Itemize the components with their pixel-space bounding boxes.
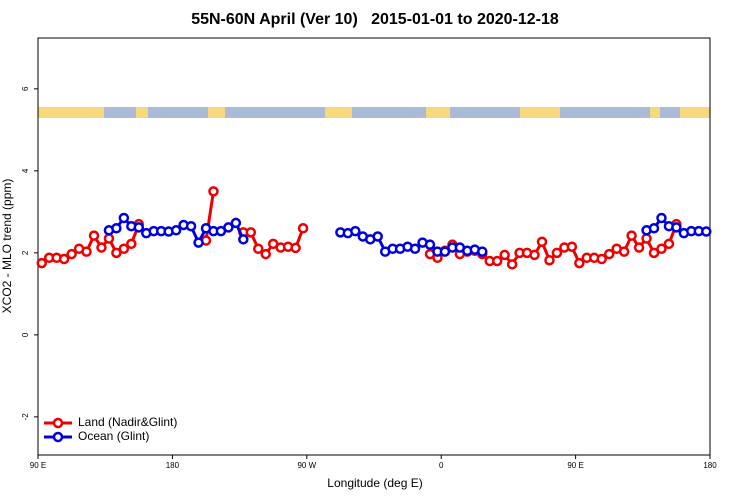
data-point: [350, 225, 361, 237]
data-point: [491, 255, 503, 267]
data-point: [596, 253, 607, 265]
y-tick-label: -2: [21, 413, 30, 421]
y-tick-label: 2: [21, 250, 30, 255]
data-point: [297, 223, 309, 234]
chart-title: 55N-60N April (Ver 10) 2015-01-01 to 202…: [191, 11, 559, 28]
data-point: [506, 259, 518, 270]
data-point: [260, 248, 271, 260]
data-point: [96, 242, 107, 253]
data-point: [88, 230, 100, 241]
data-point: [663, 238, 675, 250]
x-tick-label: 0: [439, 461, 444, 470]
legend-marker: [52, 431, 64, 443]
data-point: [133, 222, 145, 233]
x-tick-label: 180: [166, 461, 180, 470]
plot-frame: [37, 37, 711, 456]
data-point: [574, 257, 585, 269]
data-point: [111, 247, 122, 259]
data-point: [58, 253, 70, 265]
data-point: [566, 241, 578, 252]
data-point: [290, 242, 301, 254]
data-point: [424, 239, 436, 250]
y-tick-label: 4: [21, 168, 30, 173]
data-point: [656, 212, 667, 224]
y-axis-label: XCO2 - MLO trend (ppm): [0, 179, 14, 314]
x-tick-label: 90 W: [297, 461, 316, 470]
data-point: [409, 243, 421, 255]
data-point: [551, 247, 563, 259]
data-point: [118, 212, 130, 224]
data-point: [701, 226, 712, 237]
legend-label: Land (Nadir&Glint): [78, 415, 177, 429]
data-point: [253, 243, 264, 255]
data-point: [618, 246, 630, 257]
data-point: [439, 246, 451, 257]
x-tick-label: 90 E: [567, 461, 583, 470]
y-tick-label: 6: [21, 86, 30, 91]
data-point: [529, 249, 540, 261]
data-point: [223, 222, 234, 233]
data-point: [170, 225, 182, 236]
data-point: [103, 233, 115, 244]
data-point: [544, 254, 555, 266]
data-point: [633, 242, 645, 253]
x-axis-label: Longitude (deg E): [327, 476, 422, 490]
data-point: [648, 223, 660, 234]
x-tick-label: 180: [703, 461, 717, 470]
y-tick-label: 0: [21, 332, 30, 337]
data-point: [126, 238, 137, 250]
data-point: [81, 246, 92, 257]
data-point: [656, 243, 667, 255]
data-point: [372, 231, 383, 242]
legend-marker: [52, 417, 64, 429]
data-point: [499, 249, 510, 261]
data-point: [603, 248, 615, 260]
data-point: [193, 237, 204, 248]
data-point: [185, 220, 197, 232]
data-point: [118, 243, 130, 255]
data-point: [536, 236, 548, 248]
data-point: [245, 227, 257, 238]
data-point: [36, 257, 47, 269]
data-point: [477, 246, 488, 257]
land-ocean-strip: [38, 107, 710, 118]
data-point: [648, 247, 660, 259]
data-point: [230, 217, 242, 229]
x-tick-label: 90 E: [30, 461, 46, 470]
legend-label: Ocean (Glint): [78, 429, 149, 443]
data-point: [671, 222, 682, 233]
data-point: [238, 234, 249, 245]
data-point: [208, 186, 219, 197]
data-point: [111, 223, 122, 234]
data-point: [66, 248, 77, 260]
data-point: [626, 230, 637, 241]
data-point: [641, 233, 652, 244]
